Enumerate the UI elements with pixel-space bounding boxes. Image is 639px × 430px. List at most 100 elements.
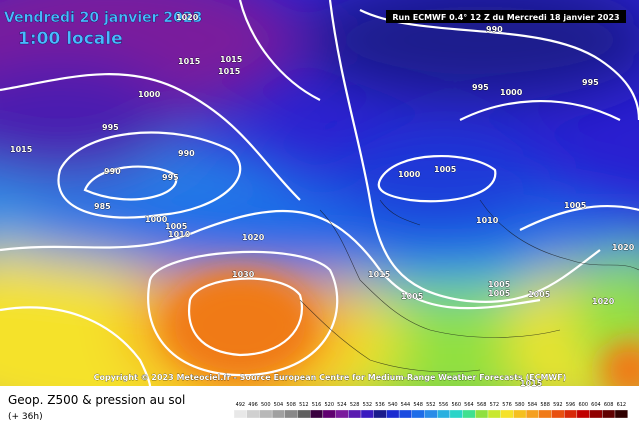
scale-swatch bbox=[348, 409, 362, 419]
scale-label: 528 bbox=[350, 402, 360, 408]
isobar-label: 1000 bbox=[398, 170, 421, 179]
scale-label: 592 bbox=[553, 402, 563, 408]
isobar-label: 1015 bbox=[178, 57, 201, 66]
scale-swatch bbox=[462, 409, 476, 419]
scale-swatch bbox=[259, 409, 273, 419]
scale-swatch bbox=[310, 409, 324, 419]
scale-label: 508 bbox=[286, 402, 296, 408]
isobar-label: 1005 bbox=[488, 289, 511, 298]
scale-swatch bbox=[233, 409, 247, 419]
isobar-label: 990 bbox=[178, 149, 195, 158]
run-box bbox=[386, 10, 626, 23]
coastlines bbox=[299, 199, 639, 373]
isobar-label: 1020 bbox=[612, 243, 635, 252]
isobar-label: 995 bbox=[582, 78, 599, 87]
isobar-label: 985 bbox=[94, 202, 111, 211]
scale-label: 504 bbox=[274, 402, 284, 408]
isobar-label: 1030 bbox=[232, 270, 255, 279]
scale-label: 552 bbox=[426, 402, 436, 408]
scale-label: 500 bbox=[261, 402, 271, 408]
isobar-label: 1020 bbox=[592, 297, 615, 306]
isobar-label: 1020 bbox=[176, 13, 199, 22]
isobar-label: 1005 bbox=[488, 280, 511, 289]
scale-swatch bbox=[297, 409, 311, 419]
scale-label: 588 bbox=[540, 402, 550, 408]
isobar-label: 1000 bbox=[138, 90, 161, 99]
isobar-label: 990 bbox=[486, 25, 503, 34]
isobar-label: 1015 bbox=[10, 145, 33, 154]
isobar-label: 990 bbox=[104, 167, 121, 176]
scale-label: 544 bbox=[401, 402, 411, 408]
local-time: 1:00 locale bbox=[18, 29, 123, 49]
scale-swatch bbox=[398, 409, 412, 419]
isobar-label: 1010 bbox=[476, 216, 499, 225]
isobar-label: 1015 bbox=[520, 379, 543, 388]
isobar-label: 1015 bbox=[218, 67, 241, 76]
scale-swatch bbox=[513, 409, 527, 419]
scale-label: 492 bbox=[236, 402, 246, 408]
isobar-label: 1015 bbox=[368, 270, 391, 279]
scale-label: 532 bbox=[363, 402, 373, 408]
scale-label: 556 bbox=[439, 402, 449, 408]
scale-label: 580 bbox=[515, 402, 525, 408]
scale-label: 560 bbox=[451, 402, 461, 408]
run-info: Run ECMWF 0.4° 12 Z du Mercredi 18 janvi… bbox=[392, 13, 619, 22]
isobar-label: 1005 bbox=[528, 290, 551, 299]
isobar-label: 995 bbox=[472, 83, 489, 92]
scale-swatch bbox=[284, 409, 298, 419]
scale-swatch bbox=[437, 409, 451, 419]
scale-swatch bbox=[475, 409, 489, 419]
scale-swatch bbox=[246, 409, 260, 419]
scale-swatch bbox=[538, 409, 552, 419]
isobar-label: 1015 bbox=[220, 55, 243, 64]
scale-label: 572 bbox=[490, 402, 500, 408]
scale-swatch bbox=[500, 409, 514, 419]
scale-swatch bbox=[373, 409, 387, 419]
scale-label: 608 bbox=[604, 402, 614, 408]
scale-label: 584 bbox=[528, 402, 538, 408]
scale-swatch bbox=[564, 409, 578, 419]
scale-swatch bbox=[525, 409, 539, 419]
scale-swatch bbox=[271, 409, 285, 419]
scale-label: 568 bbox=[477, 402, 487, 408]
isobar-label: 1005 bbox=[401, 292, 424, 301]
isobar-label: 1020 bbox=[242, 233, 265, 242]
scale-label: 520 bbox=[324, 402, 334, 408]
scale-swatch bbox=[487, 409, 501, 419]
valid-date: Vendredi 20 janvier 2023 bbox=[4, 10, 202, 26]
isobar-label: 995 bbox=[162, 173, 179, 182]
legend-title: Geop. Z500 & pression au sol bbox=[8, 393, 185, 407]
scale-label: 564 bbox=[464, 402, 474, 408]
scale-swatch bbox=[602, 409, 616, 419]
scale-swatch bbox=[424, 409, 438, 419]
scale-swatch bbox=[386, 409, 400, 419]
scale-swatch bbox=[335, 409, 349, 419]
scale-label: 612 bbox=[617, 402, 627, 408]
scale-swatch bbox=[360, 409, 374, 419]
isobar-label: 1000 bbox=[500, 88, 523, 97]
isobar-label: 1005 bbox=[434, 165, 457, 174]
scale-label: 576 bbox=[502, 402, 512, 408]
scale-swatch bbox=[449, 409, 463, 419]
scale-swatch bbox=[589, 409, 603, 419]
scale-label: 512 bbox=[299, 402, 309, 408]
scale-swatch bbox=[322, 409, 336, 419]
isobar-label: 1010 bbox=[168, 230, 191, 239]
scale-swatch bbox=[551, 409, 565, 419]
isobar-label: 1000 bbox=[145, 215, 168, 224]
isobar-label: 1005 bbox=[564, 201, 587, 210]
scale-swatch bbox=[576, 409, 590, 419]
scale-label: 600 bbox=[578, 402, 588, 408]
scale-label: 596 bbox=[566, 402, 576, 408]
forecast-step: (+ 36h) bbox=[8, 412, 43, 422]
scale-label: 548 bbox=[413, 402, 423, 408]
color-scale: 492 496 500 504 508 512 516 520 524 528 532 536 540 5… bbox=[233, 402, 628, 419]
scale-label: 604 bbox=[591, 402, 601, 408]
scale-swatch bbox=[614, 409, 628, 419]
scale-label: 496 bbox=[248, 402, 258, 408]
isobars bbox=[0, 0, 639, 386]
copyright: Copyright © 2023 Meteociel.fr - Source E… bbox=[94, 373, 567, 382]
scale-label: 540 bbox=[388, 402, 398, 408]
